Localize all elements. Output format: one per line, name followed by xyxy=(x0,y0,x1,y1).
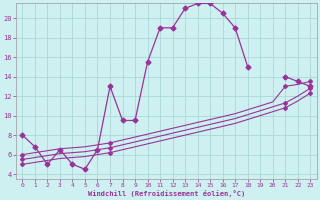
X-axis label: Windchill (Refroidissement éolien,°C): Windchill (Refroidissement éolien,°C) xyxy=(88,190,245,197)
